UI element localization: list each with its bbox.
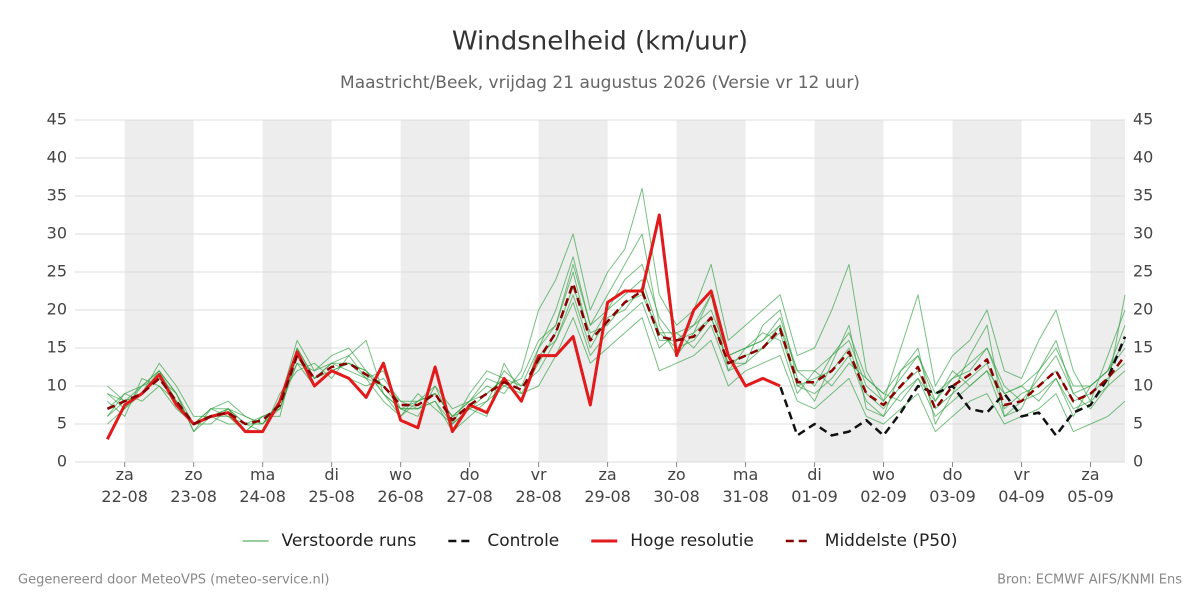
footer-right: Bron: ECMWF AIFS/KNMI Ens — [997, 573, 1182, 588]
ensemble-line — [107, 187, 1126, 433]
y2-tick-label: 35 — [1133, 186, 1153, 205]
day-band — [814, 120, 884, 462]
legend-label: Verstoorde runs — [282, 531, 417, 551]
ensemble-line — [107, 317, 1126, 433]
x-tick-label: za 29-08 — [584, 465, 631, 506]
series-line — [106, 282, 1126, 426]
y2-tick-label: 30 — [1133, 224, 1153, 243]
y-tick-label: 45 — [47, 110, 67, 129]
legend-label: Hoge resolutie — [630, 531, 754, 551]
ensemble-line — [107, 263, 1126, 433]
y-tick-label: 40 — [47, 148, 67, 167]
y2-tick-label: 15 — [1133, 338, 1153, 357]
x-tick-label: wo 02-09 — [860, 465, 907, 506]
legend-label: Middelste (P50) — [825, 531, 958, 551]
y2-tick-label: 45 — [1133, 110, 1153, 129]
day-band — [262, 120, 332, 462]
x-tick-label: za 22-08 — [101, 465, 148, 506]
x-tick-label: di 25-08 — [308, 465, 355, 506]
x-tick-label: do 27-08 — [446, 465, 493, 506]
x-tick-label: za 05-09 — [1067, 465, 1114, 506]
y-tick-label: 25 — [47, 262, 67, 281]
x-tick-label: zo 30-08 — [653, 465, 700, 506]
y2-tick-label: 5 — [1133, 414, 1143, 433]
day-band — [538, 120, 608, 462]
y-tick-label: 20 — [47, 300, 67, 319]
y-tick-label: 35 — [47, 186, 67, 205]
y2-tick-label: 0 — [1133, 452, 1143, 471]
chart-title: Windsnelheid (km/uur) — [452, 27, 748, 57]
chart-subtitle: Maastricht/Beek, vrijdag 21 augustus 202… — [340, 73, 860, 93]
day-band — [124, 120, 194, 462]
x-tick-label: wo 26-08 — [377, 465, 424, 506]
x-tick-label: do 03-09 — [929, 465, 976, 506]
x-tick-label: zo 23-08 — [170, 465, 217, 506]
y-tick-label: 5 — [57, 414, 67, 433]
y2-tick-label: 10 — [1133, 376, 1153, 395]
legend: Verstoorde runs Controle Hoge resolutie Mid… — [242, 531, 958, 551]
x-tick-label: ma 31-08 — [722, 465, 769, 506]
x-tick-label: ma 24-08 — [239, 465, 286, 506]
y-tick-label: 30 — [47, 224, 67, 243]
x-tick-label: vr 28-08 — [515, 465, 562, 506]
y-tick-label: 15 — [47, 338, 67, 357]
legend-label: Controle — [487, 531, 559, 551]
y-tick-label: 0 — [57, 452, 67, 471]
y2-tick-label: 25 — [1133, 262, 1153, 281]
y2-tick-label: 40 — [1133, 148, 1153, 167]
y-tick-label: 10 — [47, 376, 67, 395]
ensemble-line — [107, 286, 1126, 433]
x-tick-label: vr 04-09 — [998, 465, 1045, 506]
footer-left: Gegenereerd door MeteoVPS (meteo-service… — [18, 573, 329, 588]
x-tick-label: di 01-09 — [791, 465, 838, 506]
day-band — [400, 120, 470, 462]
day-band — [1090, 120, 1125, 462]
y2-tick-label: 20 — [1133, 300, 1153, 319]
